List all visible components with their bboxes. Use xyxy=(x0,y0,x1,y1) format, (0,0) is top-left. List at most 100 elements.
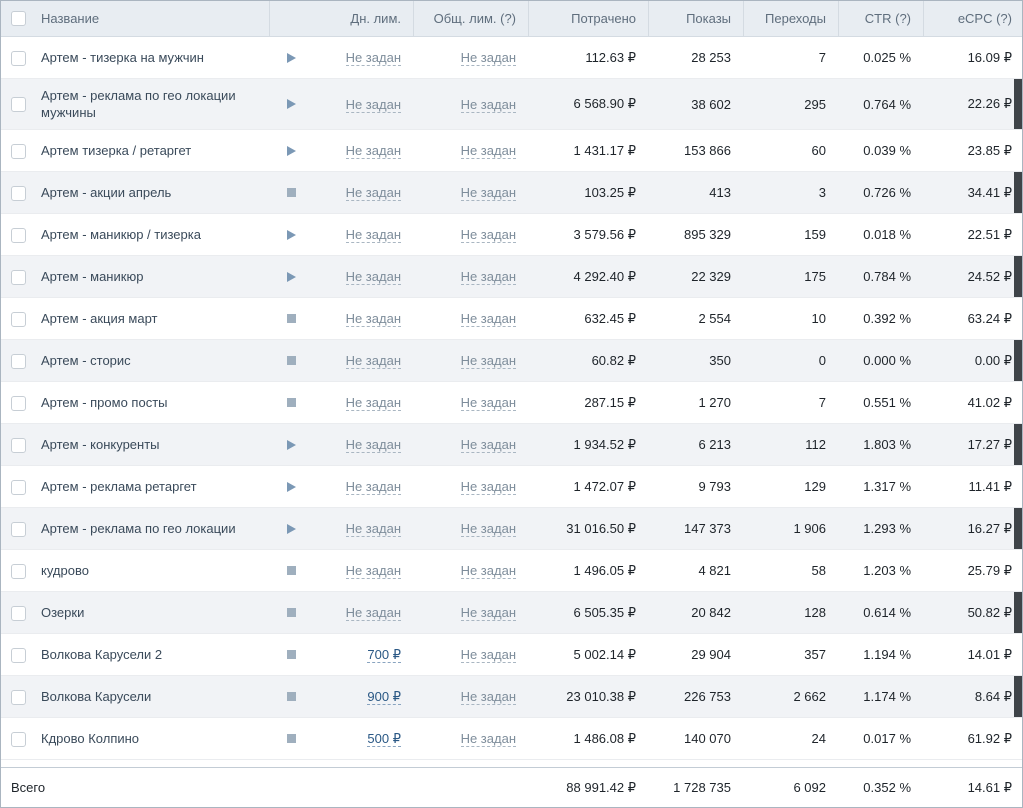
row-checkbox[interactable] xyxy=(11,143,26,159)
total-limit-link[interactable]: Не задан xyxy=(460,311,516,327)
column-header-clicks[interactable]: Переходы xyxy=(743,1,838,36)
row-checkbox[interactable] xyxy=(11,521,26,537)
play-icon[interactable] xyxy=(286,439,296,450)
daily-limit-link[interactable]: Не задан xyxy=(345,353,401,369)
column-header-ctr[interactable]: CTR (?) xyxy=(838,1,923,36)
stop-icon[interactable] xyxy=(286,692,296,701)
row-checkbox[interactable] xyxy=(11,731,26,747)
campaign-name[interactable]: Волкова Карусели 2 xyxy=(41,647,163,662)
play-icon[interactable] xyxy=(286,145,296,156)
play-icon[interactable] xyxy=(286,52,296,63)
stop-icon[interactable] xyxy=(286,566,296,575)
row-checkbox[interactable] xyxy=(11,227,26,243)
total-limit-link[interactable]: Не задан xyxy=(460,605,516,621)
total-limit-link[interactable]: Не задан xyxy=(460,731,516,747)
column-header-spent[interactable]: Потрачено xyxy=(528,1,648,36)
campaign-name[interactable]: Артем - акции апрель xyxy=(41,185,172,200)
campaign-name[interactable]: Кдрово Колпино xyxy=(41,731,140,746)
daily-limit-link[interactable]: 700 ₽ xyxy=(367,646,401,663)
total-limit-link[interactable]: Не задан xyxy=(460,50,516,66)
row-checkbox[interactable] xyxy=(11,311,26,327)
column-header-impressions[interactable]: Показы xyxy=(648,1,743,36)
row-checkbox[interactable] xyxy=(11,605,26,621)
total-limit-link[interactable]: Не задан xyxy=(460,521,516,537)
stop-icon[interactable] xyxy=(286,356,296,365)
row-checkbox[interactable] xyxy=(11,395,26,411)
daily-limit-link[interactable]: Не задан xyxy=(345,50,401,66)
column-header-daily-limit[interactable]: Дн. лим. xyxy=(269,1,413,36)
column-header-total-limit[interactable]: Общ. лим. (?) xyxy=(413,1,528,36)
daily-limit-link[interactable]: Не задан xyxy=(345,479,401,495)
total-limit-link[interactable]: Не задан xyxy=(460,479,516,495)
row-checkbox[interactable] xyxy=(11,689,26,705)
total-limit-link[interactable]: Не задан xyxy=(460,96,516,113)
daily-limit-link[interactable]: Не задан xyxy=(345,395,401,411)
total-limit-link[interactable]: Не задан xyxy=(460,353,516,369)
column-header-ecpc[interactable]: eCPC (?) xyxy=(923,1,1022,36)
row-checkbox[interactable] xyxy=(11,50,26,66)
row-checkbox[interactable] xyxy=(11,185,26,201)
select-all-checkbox[interactable] xyxy=(11,11,26,26)
daily-limit-link[interactable]: Не задан xyxy=(345,185,401,201)
total-limit-link[interactable]: Не задан xyxy=(460,647,516,663)
campaign-name[interactable]: Артем - реклама по гео локации мужчины xyxy=(41,88,236,120)
row-checkbox[interactable] xyxy=(11,97,26,113)
play-icon[interactable] xyxy=(286,229,296,240)
play-icon[interactable] xyxy=(286,271,296,282)
total-limit-link[interactable]: Не задан xyxy=(460,689,516,705)
row-checkbox[interactable] xyxy=(11,647,26,663)
column-header-name[interactable]: Название xyxy=(41,11,100,26)
campaign-name[interactable]: Артем - промо посты xyxy=(41,395,168,410)
campaign-name[interactable]: кудрово xyxy=(41,563,89,578)
play-icon[interactable] xyxy=(286,523,296,534)
campaign-name[interactable]: Озерки xyxy=(41,605,85,620)
total-limit-link[interactable]: Не задан xyxy=(460,269,516,285)
row-checkbox[interactable] xyxy=(11,479,26,495)
total-limit-link[interactable]: Не задан xyxy=(460,143,516,159)
ecpc-value: 22.51 ₽ xyxy=(967,226,1012,242)
campaign-name[interactable]: Артем - реклама по гео локации xyxy=(41,521,236,536)
total-limit-link[interactable]: Не задан xyxy=(460,185,516,201)
spent-value: 4 292.40 ₽ xyxy=(573,268,637,284)
stop-icon[interactable] xyxy=(286,734,296,743)
total-limit-link[interactable]: Не задан xyxy=(460,227,516,243)
stop-icon[interactable] xyxy=(286,608,296,617)
campaign-name[interactable]: Артем - сторис xyxy=(41,353,131,368)
total-limit-link[interactable]: Не задан xyxy=(460,395,516,411)
stop-icon[interactable] xyxy=(286,650,296,659)
row-checkbox[interactable] xyxy=(11,269,26,285)
campaign-name[interactable]: Артем - реклама ретаргет xyxy=(41,479,197,494)
total-limit-link[interactable]: Не задан xyxy=(460,563,516,579)
daily-limit-link[interactable]: Не задан xyxy=(345,563,401,579)
daily-limit-link[interactable]: Не задан xyxy=(345,521,401,537)
daily-limit-link[interactable]: Не задан xyxy=(345,311,401,327)
ecpc-value: 16.27 ₽ xyxy=(967,520,1012,536)
campaign-name[interactable]: Артем - акция март xyxy=(41,311,158,326)
campaign-name[interactable]: Артем тизерка / ретаргет xyxy=(41,143,192,158)
daily-limit-link[interactable]: Не задан xyxy=(345,437,401,453)
row-checkbox[interactable] xyxy=(11,353,26,369)
row-checkbox[interactable] xyxy=(11,437,26,453)
campaign-name[interactable]: Артем - тизерка на мужчин xyxy=(41,50,204,65)
daily-limit-link[interactable]: Не задан xyxy=(345,96,401,113)
daily-limit-link[interactable]: 900 ₽ xyxy=(367,688,401,705)
campaign-name[interactable]: Волкова Карусели xyxy=(41,689,152,704)
stop-icon[interactable] xyxy=(286,188,296,197)
campaign-name[interactable]: Артем - маникюр xyxy=(41,269,144,284)
daily-limit-link[interactable]: 500 ₽ xyxy=(367,730,401,747)
daily-limit-link[interactable]: Не задан xyxy=(345,143,401,159)
daily-limit-link[interactable]: Не задан xyxy=(345,227,401,243)
play-icon[interactable] xyxy=(286,481,296,492)
daily-limit-link[interactable]: Не задан xyxy=(345,269,401,285)
play-icon[interactable] xyxy=(286,99,296,109)
total-limit-cell: Не задан xyxy=(413,689,528,705)
daily-limit-link[interactable]: Не задан xyxy=(345,605,401,621)
ecpc-value: 23.85 ₽ xyxy=(967,142,1012,158)
stop-icon[interactable] xyxy=(286,314,296,323)
row-checkbox[interactable] xyxy=(11,563,26,579)
stop-icon[interactable] xyxy=(286,398,296,407)
table-row: Артем - маникюр / тизерка Не задан Не за… xyxy=(1,214,1022,256)
campaign-name[interactable]: Артем - конкуренты xyxy=(41,437,160,452)
total-limit-link[interactable]: Не задан xyxy=(460,437,516,453)
campaign-name[interactable]: Артем - маникюр / тизерка xyxy=(41,227,201,242)
